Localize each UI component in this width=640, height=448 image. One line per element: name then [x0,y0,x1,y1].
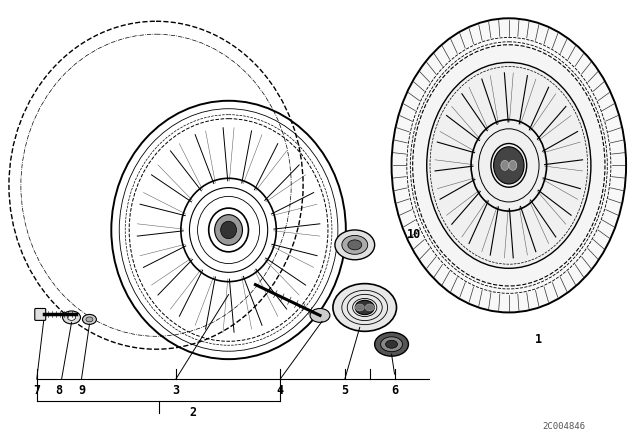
Ellipse shape [342,236,368,254]
Text: 2: 2 [189,406,196,419]
Ellipse shape [381,337,403,352]
Text: 5: 5 [341,384,348,397]
Ellipse shape [214,215,243,245]
Ellipse shape [365,304,374,311]
Ellipse shape [310,309,330,323]
Ellipse shape [86,317,93,322]
Text: 8: 8 [55,384,62,397]
Text: 9: 9 [78,384,85,397]
Ellipse shape [427,62,591,268]
Text: 4: 4 [276,384,284,397]
Ellipse shape [63,311,81,324]
Text: 7: 7 [33,384,40,397]
Text: 3: 3 [172,384,179,397]
Ellipse shape [335,230,374,260]
Ellipse shape [333,284,397,332]
Ellipse shape [355,304,364,311]
Ellipse shape [392,18,626,312]
Ellipse shape [348,240,362,250]
Ellipse shape [374,332,408,356]
Ellipse shape [501,160,509,170]
Ellipse shape [385,340,397,348]
Text: 1: 1 [535,333,542,346]
Ellipse shape [221,221,237,239]
Text: 10: 10 [407,228,422,241]
Ellipse shape [83,314,97,324]
Ellipse shape [413,45,605,286]
FancyBboxPatch shape [35,309,45,320]
Ellipse shape [68,314,76,320]
Ellipse shape [355,300,374,314]
Text: 2C004846: 2C004846 [542,422,585,431]
Ellipse shape [493,147,524,184]
Text: 6: 6 [391,384,398,397]
Ellipse shape [509,160,516,170]
